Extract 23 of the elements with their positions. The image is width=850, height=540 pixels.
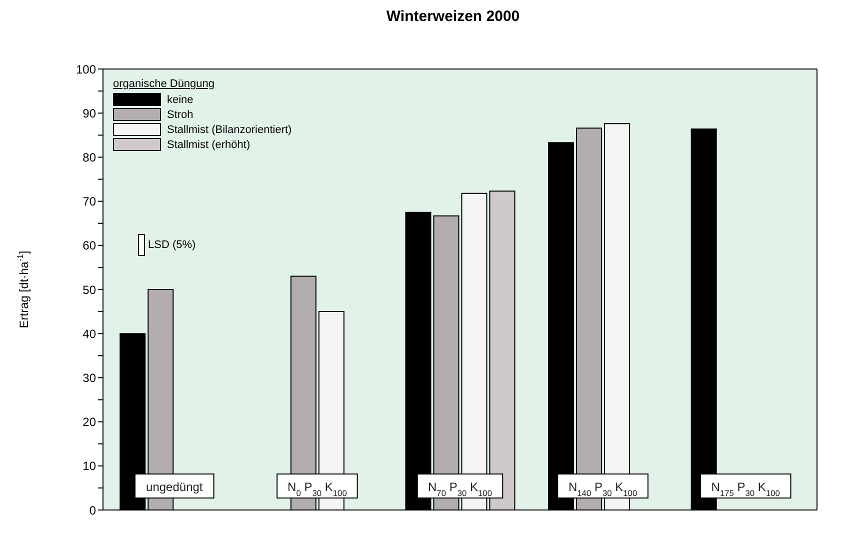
legend-label: Stallmist (Bilanzorientiert) <box>167 124 292 136</box>
y-tick-label: 50 <box>82 282 96 297</box>
y-tick-label: 0 <box>89 503 96 518</box>
annotation: LSD (5%) <box>148 238 196 251</box>
x-tick-label: ungedüngt <box>146 480 204 494</box>
y-tick-label: 100 <box>76 62 96 76</box>
legend-label: Stroh <box>167 108 194 120</box>
y-tick-label: 20 <box>82 415 96 430</box>
y-tick-label: 90 <box>82 106 96 120</box>
legend-label: Stallmist (erhöht) <box>167 138 250 150</box>
y-tick-label: 70 <box>82 194 96 209</box>
chart-title: Winterweizen 2000 <box>385 8 521 27</box>
y-tick-label: 30 <box>82 370 96 385</box>
y-tick-label: 60 <box>82 238 96 253</box>
x-tick-label: N$_{70}$ P$_{30}$ K$_{100}$ <box>428 480 492 498</box>
legend-label: keine <box>167 94 194 106</box>
x-tick-label: N$_{0}$ P$_{30}$ K$_{100}$ <box>288 480 348 498</box>
y-tick-label: 10 <box>82 459 96 474</box>
y-tick-label: 80 <box>82 150 96 164</box>
x-tick-label: N$_{140}$ P$_{30}$ K$_{100}$ <box>568 480 638 498</box>
legend-title: organische Düngung <box>113 78 216 90</box>
y-tick-label: 40 <box>82 326 96 341</box>
x-tick-label: N$_{175}$ P$_{30}$ K$_{100}$ <box>711 480 780 498</box>
